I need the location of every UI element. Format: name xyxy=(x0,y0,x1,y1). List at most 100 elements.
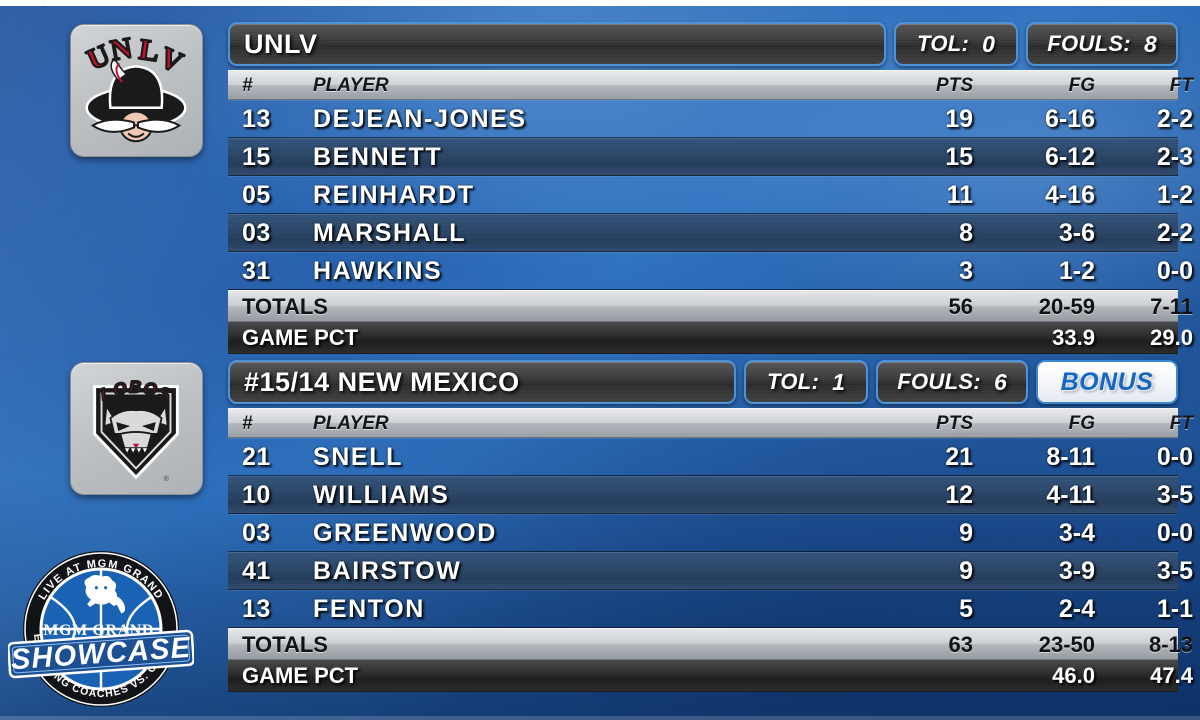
player-pts: 11 xyxy=(946,181,973,209)
game-pct-ft: 47.4 xyxy=(1150,663,1193,688)
totals-label: TOTALS xyxy=(242,294,328,319)
game-pct-label: GAME PCT xyxy=(242,663,359,688)
table-row: 03 MARSHALL 8 3-6 2-2 3 6 2 xyxy=(228,214,1193,252)
player-name: GREENWOOD xyxy=(313,519,497,547)
table-row: 15 BENNETT 15 6-12 2-3 11 0 1 xyxy=(228,138,1193,176)
table-row: 10 WILLIAMS 12 4-11 3-5 1 7 1 xyxy=(228,476,1193,514)
player-number: 41 xyxy=(242,557,271,585)
totals-row-unlv: TOTALS 56 20-59 7-11 41 9 13 xyxy=(228,290,1193,322)
totals-ft: 8-13 xyxy=(1148,632,1193,657)
tol-label: TOL: xyxy=(767,369,820,394)
column-header-new-mexico: # PLAYER PTS FG FT REB A PF xyxy=(228,408,1193,438)
player-reb: 3 xyxy=(1196,214,1200,252)
player-name: WILLIAMS xyxy=(313,481,450,509)
player-fg: 1-2 xyxy=(1058,257,1095,285)
player-pts: 5 xyxy=(959,595,973,623)
player-fg: 6-16 xyxy=(1044,105,1095,133)
team-fouls-new-mexico: FOULS: 6 xyxy=(876,360,1028,404)
player-number: 05 xyxy=(242,181,271,209)
col-header-number: # xyxy=(242,75,253,96)
svg-text:O: O xyxy=(112,379,128,400)
svg-text:N: N xyxy=(108,32,135,67)
player-reb: 1 xyxy=(1196,176,1200,214)
table-row: 05 REINHARDT 11 4-16 1-2 1 0 1 xyxy=(228,176,1193,214)
player-pts: 12 xyxy=(945,481,973,509)
event-logo-mgm-grand-showcase: MGM GRAND. LAS VEGAS LIVE AT MGM GRAND B… xyxy=(8,534,194,720)
game-pct-fg: 46.0 xyxy=(1052,663,1095,688)
col-header-player: PLAYER xyxy=(313,413,389,434)
col-header-ft: FT xyxy=(1169,413,1193,434)
table-row: 13 FENTON 5 2-4 1-1 1 0 1 xyxy=(228,590,1193,628)
col-header-pts: PTS xyxy=(936,413,973,434)
player-number: 13 xyxy=(242,105,271,133)
table-row: 41 BAIRSTOW 9 3-9 3-5 7 0 3 xyxy=(228,552,1193,590)
tol-label: TOL: xyxy=(917,31,970,56)
player-pts: 19 xyxy=(945,105,973,133)
player-number: 10 xyxy=(242,481,271,509)
col-header-fg: FG xyxy=(1068,413,1095,434)
totals-fg: 23-50 xyxy=(1038,632,1095,657)
table-row: 13 DEJEAN-JONES 19 6-16 2-2 7 1 3 xyxy=(228,100,1193,138)
team-titlebar-new-mexico: #15/14 NEW MEXICO TOL: 1 FOULS: 6 BONUS xyxy=(228,360,1178,404)
tol-value-unlv: 0 xyxy=(982,30,995,57)
player-fg: 3-9 xyxy=(1058,557,1095,585)
col-header-fg: FG xyxy=(1068,75,1095,96)
player-name: FENTON xyxy=(313,595,425,623)
fouls-value-new-mexico: 6 xyxy=(993,368,1007,395)
game-pct-label: GAME PCT xyxy=(242,325,359,350)
player-rows-new-mexico: 21 SNELL 21 8-11 0-0 1 3 2 10 WILLIAMS 1… xyxy=(228,438,1193,628)
player-fg: 2-4 xyxy=(1058,595,1095,623)
team-panel-unlv: UNLV TOL: 0 FOULS: 8 # PLAYER PTS FG FT … xyxy=(228,22,1193,354)
player-pts: 21 xyxy=(945,443,973,471)
player-fg: 3-6 xyxy=(1058,219,1095,247)
svg-text:V: V xyxy=(155,42,187,80)
player-fg: 4-16 xyxy=(1044,181,1095,209)
column-header-unlv: # PLAYER PTS FG FT REB A PF xyxy=(228,70,1193,100)
svg-text:O: O xyxy=(142,379,158,400)
totals-reb: 41 xyxy=(1196,291,1200,323)
player-pts: 9 xyxy=(959,519,973,547)
player-ft: 0-0 xyxy=(1156,257,1193,285)
player-ft: 2-2 xyxy=(1156,219,1193,247)
col-header-player: PLAYER xyxy=(313,75,389,96)
player-reb: 7 xyxy=(1196,514,1200,552)
player-fg: 8-11 xyxy=(1046,443,1095,471)
player-ft: 3-5 xyxy=(1156,481,1193,509)
player-number: 13 xyxy=(242,595,271,623)
table-row: 21 SNELL 21 8-11 0-0 1 3 2 xyxy=(228,438,1193,476)
player-pts: 9 xyxy=(959,557,973,585)
team-logo-new-mexico: L O B O S ® xyxy=(70,362,203,495)
team-name-unlv: UNLV xyxy=(244,28,318,59)
fouls-value-unlv: 8 xyxy=(1143,30,1157,57)
player-pts: 3 xyxy=(959,257,973,285)
totals-row-new-mexico: TOTALS 63 23-50 8-13 29 16 13 xyxy=(228,628,1193,660)
unlv-rebels-logo: U N L V xyxy=(81,31,188,143)
player-fg: 3-4 xyxy=(1058,519,1095,547)
player-number: 03 xyxy=(242,219,271,247)
player-reb: 7 xyxy=(1196,552,1200,590)
player-name: BENNETT xyxy=(313,143,443,171)
svg-text:®: ® xyxy=(164,475,169,483)
player-ft: 0-0 xyxy=(1156,519,1193,547)
col-header-pts: PTS xyxy=(936,75,973,96)
mgm-lion-icon xyxy=(84,575,126,614)
player-ft: 0-0 xyxy=(1156,443,1193,471)
bonus-label: BONUS xyxy=(1060,367,1154,396)
player-name: MARSHALL xyxy=(313,219,467,247)
player-rows-unlv: 13 DEJEAN-JONES 19 6-16 2-2 7 1 3 15 BEN… xyxy=(228,100,1193,290)
player-ft: 1-2 xyxy=(1156,181,1193,209)
player-reb: 7 xyxy=(1196,100,1200,138)
player-number: 03 xyxy=(242,519,271,547)
player-ft: 3-5 xyxy=(1156,557,1193,585)
game-pct-fg: 33.9 xyxy=(1052,325,1095,350)
team-name-plate-unlv: UNLV xyxy=(228,22,886,66)
player-reb: 1 xyxy=(1196,438,1200,476)
player-name: REINHARDT xyxy=(313,181,475,209)
timeouts-left-unlv: TOL: 0 xyxy=(894,22,1018,66)
team-titlebar-unlv: UNLV TOL: 0 FOULS: 8 xyxy=(228,22,1178,66)
game-pct-ft: 29.0 xyxy=(1150,325,1193,350)
team-logo-unlv: U N L V xyxy=(70,24,203,157)
team-panel-new-mexico: #15/14 NEW MEXICO TOL: 1 FOULS: 6 BONUS … xyxy=(228,360,1193,692)
player-number: 15 xyxy=(242,143,271,171)
totals-pts: 56 xyxy=(948,294,973,319)
